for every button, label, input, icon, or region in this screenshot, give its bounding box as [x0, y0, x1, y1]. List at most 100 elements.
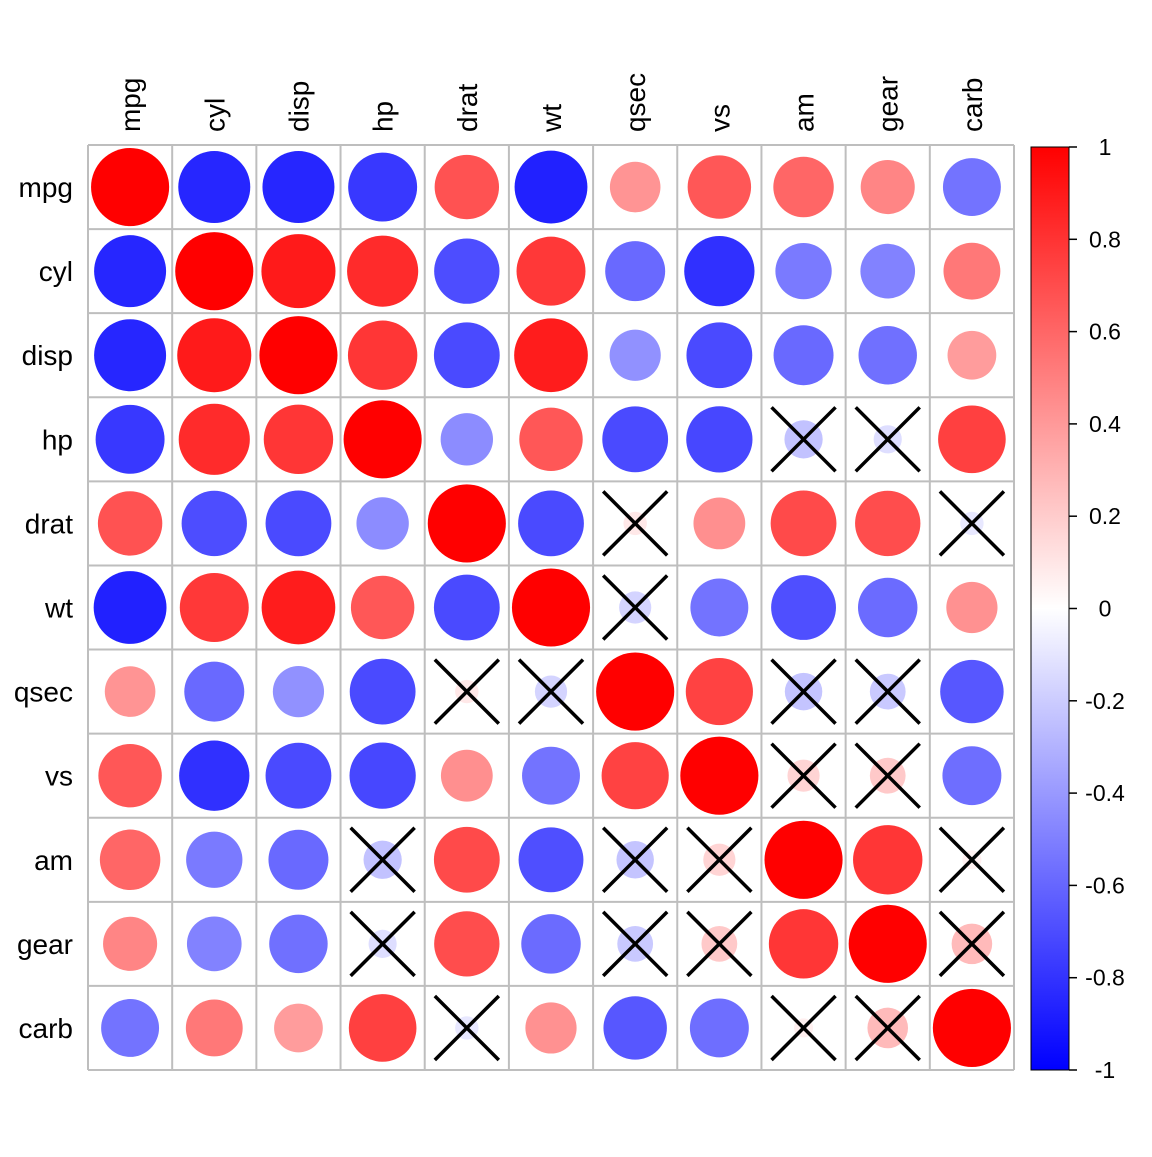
- row-label-disp: disp: [22, 340, 73, 371]
- corr-circle-disp-cyl: [177, 318, 252, 393]
- legend-tick-label: 1: [1099, 134, 1112, 160]
- cross-stroke: [938, 910, 1006, 978]
- cells-layer: [91, 148, 1011, 1067]
- corr-circle-wt-hp: [350, 575, 415, 640]
- corr-circle-am-wt: [518, 827, 584, 893]
- legend-tick-label: 0.4: [1089, 411, 1121, 437]
- corr-circle-gear-disp: [269, 914, 328, 974]
- corr-circle-wt-disp: [261, 570, 336, 645]
- corr-circle-drat-am: [770, 490, 837, 557]
- corr-circle-drat-gear: [855, 490, 921, 557]
- insignificant-cross-gear-carb: [938, 910, 1006, 978]
- insignificant-cross-vs-gear: [854, 742, 921, 809]
- insignificant-cross-am-qsec: [601, 826, 669, 894]
- corr-circle-mpg-gear: [860, 160, 915, 215]
- corr-circle-qsec-vs: [685, 658, 753, 726]
- corr-circle-qsec-disp: [272, 665, 325, 718]
- corr-circle-disp-hp: [347, 320, 418, 390]
- corr-circle-cyl-vs: [684, 236, 755, 307]
- column-label-disp: disp: [283, 81, 314, 132]
- cross-stroke: [686, 826, 753, 894]
- corr-circle-gear-cyl: [186, 916, 242, 972]
- insignificant-cross-carb-gear: [854, 994, 921, 1062]
- column-label-drat: drat: [452, 84, 483, 132]
- row-label-vs: vs: [45, 761, 73, 792]
- insignificant-cross-vs-am: [770, 742, 837, 809]
- corr-circle-mpg-drat: [434, 154, 500, 220]
- corr-circle-vs-cyl: [179, 740, 250, 811]
- insignificant-cross-carb-drat: [433, 994, 501, 1062]
- legend-tick-label: -1: [1095, 1057, 1115, 1083]
- corr-circle-vs-hp: [349, 742, 416, 809]
- row-label-drat: drat: [25, 508, 73, 539]
- corr-circle-vs-carb: [942, 746, 1002, 806]
- corr-circle-cyl-am: [775, 242, 832, 300]
- corr-circle-am-mpg: [99, 829, 161, 891]
- corr-circle-wt-mpg: [93, 571, 167, 644]
- corr-circle-mpg-cyl: [178, 151, 251, 224]
- cross-stroke: [517, 658, 585, 725]
- corr-circle-wt-wt: [511, 568, 591, 647]
- legend-color-bar: [1030, 146, 1070, 1071]
- cross-stroke: [854, 658, 921, 725]
- corr-circle-qsec-mpg: [104, 666, 156, 717]
- corr-circle-mpg-vs: [687, 155, 752, 219]
- column-labels: mpg cyl disp hp drat wt qsec vs am gear carb: [115, 73, 988, 133]
- row-label-qsec: qsec: [14, 677, 73, 708]
- corr-circle-vs-wt: [522, 746, 580, 805]
- corr-circle-qsec-hp: [349, 658, 416, 725]
- insignificant-cross-gear-hp: [349, 910, 416, 978]
- insignificant-cross-hp-am: [770, 406, 837, 473]
- corr-circle-mpg-disp: [262, 151, 335, 224]
- column-label-cyl: cyl: [199, 98, 230, 132]
- corr-circle-gear-am: [768, 909, 839, 979]
- row-label-mpg: mpg: [19, 172, 73, 203]
- corr-circle-cyl-drat: [434, 238, 500, 304]
- column-label-wt: wt: [536, 104, 567, 133]
- corr-circle-drat-hp: [356, 497, 409, 550]
- corr-circle-wt-carb: [946, 581, 998, 634]
- corr-circle-carb-hp: [348, 994, 417, 1062]
- corr-circle-disp-disp: [259, 316, 338, 395]
- corr-circle-wt-gear: [857, 577, 918, 638]
- corr-circle-carb-qsec: [603, 996, 667, 1060]
- cross-stroke: [601, 574, 669, 641]
- corr-circle-hp-drat: [440, 413, 494, 466]
- corr-circle-wt-drat: [433, 574, 500, 641]
- corr-circle-hp-mpg: [95, 404, 165, 474]
- corr-circle-disp-mpg: [94, 319, 167, 392]
- row-label-gear: gear: [17, 929, 73, 960]
- corr-circle-am-am: [764, 820, 843, 899]
- corr-circle-disp-drat: [433, 322, 500, 389]
- corr-circle-drat-drat: [427, 484, 506, 563]
- corr-circle-qsec-carb: [940, 659, 1004, 724]
- corr-circle-disp-wt: [514, 318, 588, 393]
- insignificant-cross-qsec-wt: [517, 658, 585, 725]
- corr-circle-hp-disp: [263, 404, 334, 475]
- column-label-am: am: [789, 93, 820, 132]
- corr-circle-disp-gear: [858, 326, 917, 385]
- corr-circle-qsec-cyl: [184, 661, 245, 722]
- insignificant-cross-wt-qsec: [601, 574, 669, 641]
- row-labels: mpg cyl disp hp drat wt qsec vs am gear carb: [14, 172, 73, 1044]
- insignificant-cross-drat-qsec: [601, 490, 669, 557]
- insignificant-cross-drat-carb: [938, 490, 1006, 557]
- corr-circle-disp-vs: [686, 322, 753, 389]
- corr-circle-mpg-qsec: [609, 161, 661, 213]
- corr-circle-vs-disp: [265, 742, 332, 809]
- corr-circle-cyl-qsec: [605, 241, 666, 302]
- cross-stroke: [938, 490, 1006, 557]
- corr-circle-drat-mpg: [97, 491, 163, 556]
- insignificant-cross-qsec-drat: [433, 658, 501, 725]
- cross-stroke: [770, 742, 837, 809]
- cross-stroke: [854, 406, 921, 473]
- legend-tick-label: 0.6: [1089, 319, 1121, 345]
- insignificant-cross-hp-gear: [854, 406, 921, 473]
- corr-circle-hp-qsec: [602, 406, 669, 473]
- corr-circle-am-gear: [853, 825, 923, 895]
- cross-stroke: [601, 910, 669, 978]
- color-legend: 1 0.8 0.6 0.4 0.2 0 -0.2 -0.4 -0.6 -0.8 -1: [1030, 134, 1125, 1083]
- corr-circle-hp-vs: [686, 406, 753, 473]
- corr-circle-mpg-mpg: [91, 148, 170, 227]
